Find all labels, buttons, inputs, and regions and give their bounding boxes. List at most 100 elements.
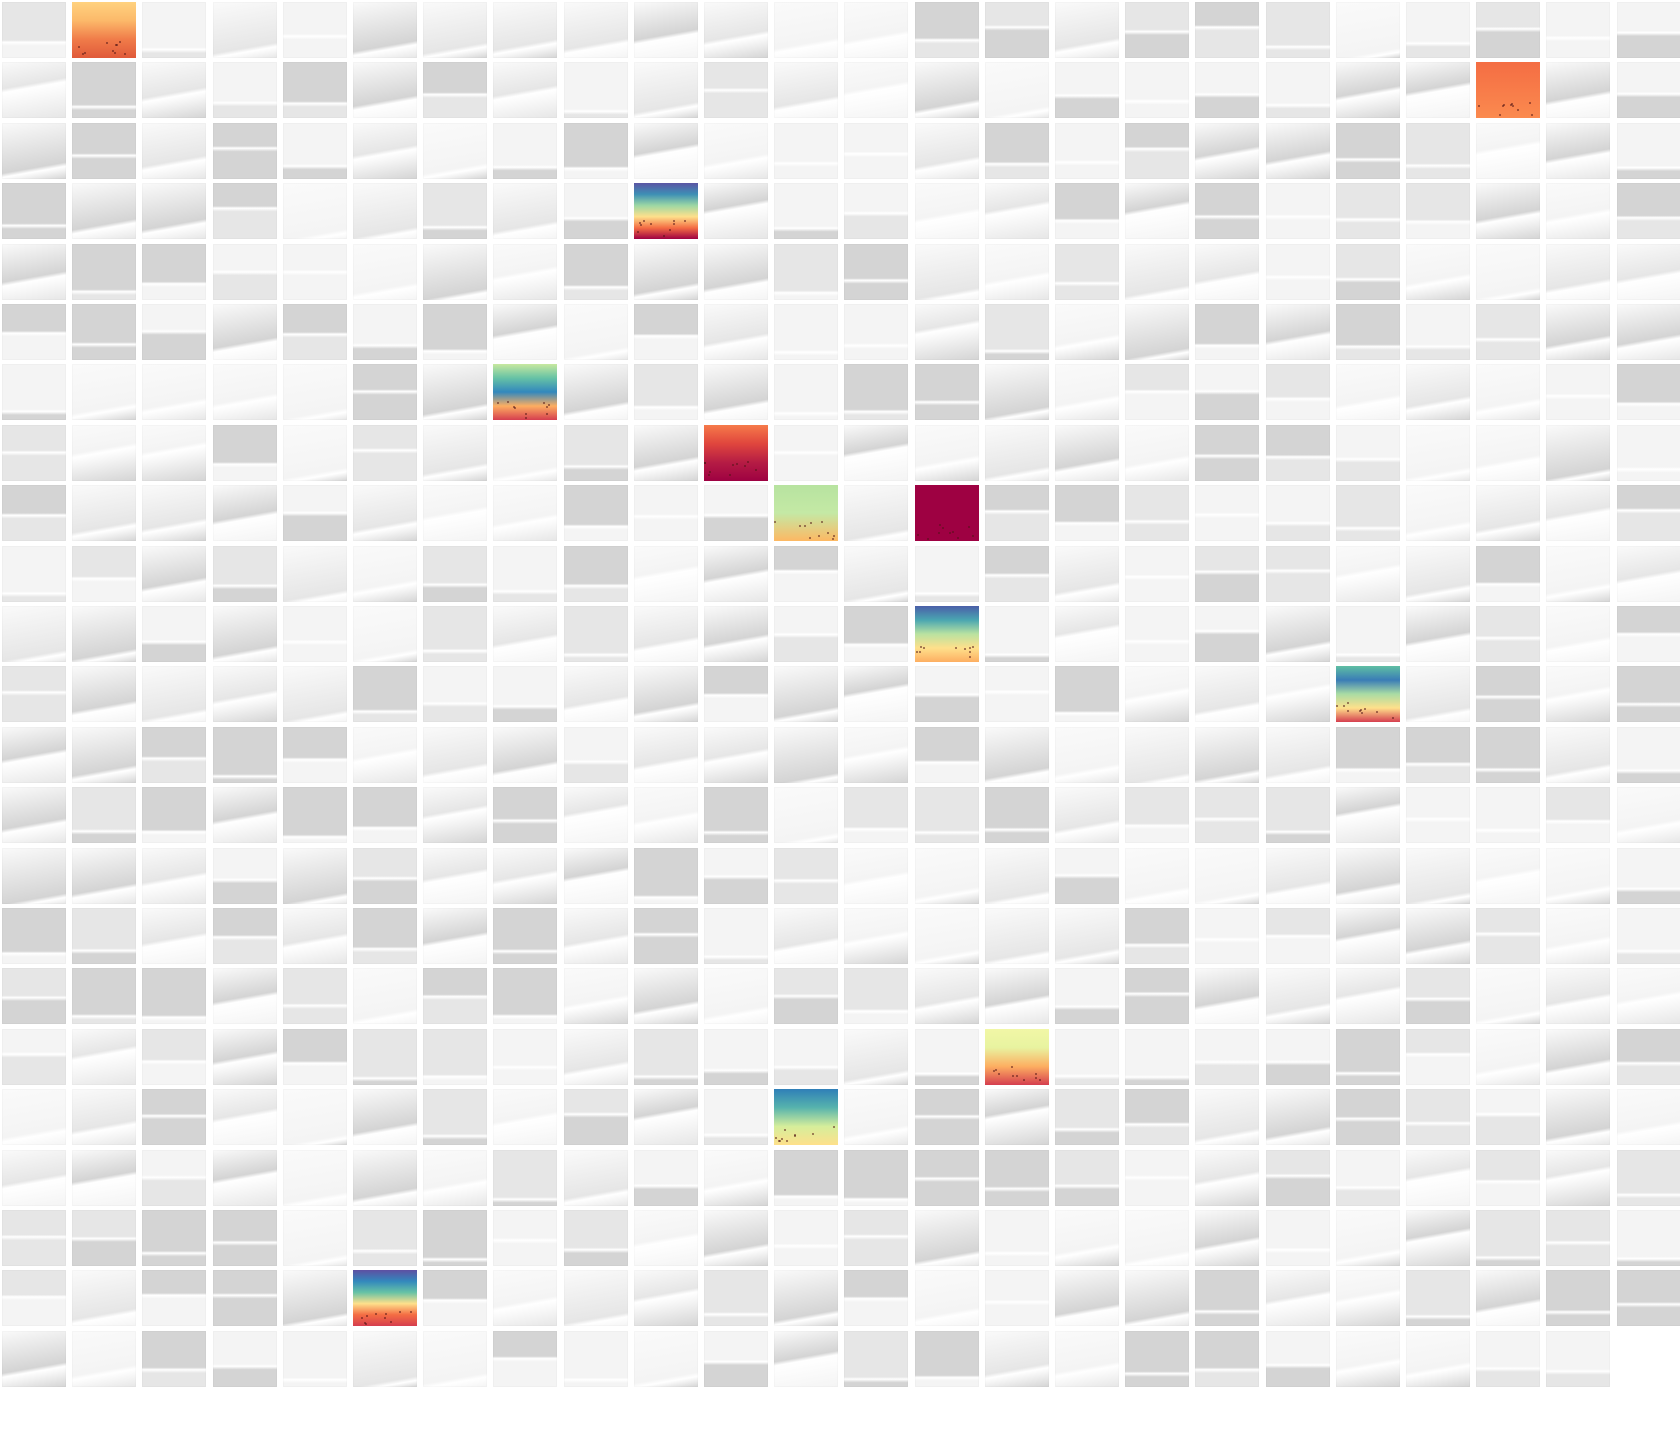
speckle — [971, 646, 974, 648]
thumbnail — [1125, 364, 1190, 421]
thumbnail — [2, 1089, 66, 1146]
thumbnail — [844, 908, 909, 964]
thumbnail — [72, 787, 137, 844]
thumbnail — [1265, 726, 1330, 783]
thumbnail — [1055, 908, 1119, 964]
thumbnail — [142, 424, 207, 481]
thumbnail — [704, 485, 768, 542]
speckle — [775, 1137, 778, 1140]
thumbnail — [493, 304, 558, 360]
thumbnail — [1335, 787, 1400, 844]
thumbnail — [142, 1089, 207, 1146]
highlighted-thumbnail — [1335, 666, 1400, 723]
thumbnail — [774, 1210, 839, 1266]
thumbnail — [1195, 1330, 1260, 1387]
thumbnail — [1476, 1330, 1541, 1387]
speckle — [937, 532, 940, 535]
thumbnail — [1055, 122, 1119, 179]
thumbnail — [493, 968, 558, 1025]
thumbnail — [1476, 1210, 1541, 1266]
thumbnail — [142, 62, 207, 119]
speckle — [779, 1140, 782, 1143]
thumbnail — [1406, 485, 1470, 542]
thumbnail — [212, 424, 277, 481]
thumbnail — [423, 1330, 488, 1387]
thumbnail — [142, 1270, 207, 1327]
thumbnail — [1406, 304, 1470, 360]
thumbnail — [984, 1089, 1049, 1146]
thumbnail — [142, 183, 207, 240]
thumbnail — [774, 1270, 839, 1327]
thumbnail — [1616, 2, 1680, 58]
thumbnail — [914, 304, 979, 360]
thumbnail — [1265, 1210, 1330, 1266]
speckle — [747, 460, 749, 463]
thumbnail — [1195, 787, 1260, 844]
thumbnail — [704, 545, 768, 602]
thumbnail — [633, 787, 698, 844]
speckle — [638, 222, 641, 225]
thumbnail — [633, 545, 698, 602]
thumbnail — [1195, 968, 1260, 1025]
thumbnail — [142, 304, 207, 360]
speckle — [1512, 105, 1515, 108]
thumbnail — [282, 304, 347, 360]
thumbnail — [1335, 304, 1400, 360]
thumbnail — [1406, 847, 1470, 904]
thumbnail — [984, 1270, 1049, 1327]
thumbnail — [72, 243, 137, 300]
thumbnail — [1616, 908, 1680, 964]
thumbnail — [633, 122, 698, 179]
speckle — [833, 1126, 836, 1129]
speckle — [926, 538, 929, 541]
thumbnail — [844, 666, 909, 723]
thumbnail — [212, 847, 277, 904]
speckle — [1335, 705, 1338, 708]
speckle — [1034, 1076, 1037, 1079]
speckle — [543, 402, 546, 405]
thumbnail — [353, 183, 417, 240]
thumbnail — [1055, 183, 1119, 240]
thumbnail — [774, 122, 839, 179]
thumbnail — [1546, 666, 1611, 723]
thumbnail — [1125, 787, 1190, 844]
thumbnail — [2, 243, 66, 300]
thumbnail — [1125, 183, 1190, 240]
thumbnail — [1265, 787, 1330, 844]
thumbnail — [282, 243, 347, 300]
thumbnail — [633, 606, 698, 662]
thumbnail — [774, 787, 839, 844]
thumbnail — [1195, 183, 1260, 240]
thumbnail — [212, 908, 277, 964]
thumbnail — [1476, 243, 1541, 300]
thumbnail — [212, 968, 277, 1025]
thumbnail — [633, 424, 698, 481]
thumbnail — [1335, 183, 1400, 240]
thumbnail — [282, 847, 347, 904]
speckle — [636, 231, 639, 234]
thumbnail — [1616, 243, 1680, 300]
thumbnail — [1195, 1270, 1260, 1327]
speckle — [938, 524, 941, 527]
thumbnail — [1476, 1270, 1541, 1327]
thumbnail — [1616, 666, 1680, 723]
speckle — [992, 1069, 995, 1072]
thumbnail — [1335, 606, 1400, 662]
thumbnail — [1055, 666, 1119, 723]
speckle — [1503, 104, 1506, 107]
thumbnail — [2, 606, 66, 662]
thumbnail — [493, 666, 558, 723]
thumbnail — [844, 424, 909, 481]
thumbnail — [493, 1330, 558, 1387]
thumbnail — [1546, 2, 1611, 58]
thumbnail — [844, 1210, 909, 1266]
thumbnail — [142, 364, 207, 421]
thumbnail — [1055, 1028, 1119, 1085]
thumbnail — [844, 1028, 909, 1085]
thumbnail — [914, 183, 979, 240]
thumbnail — [282, 726, 347, 783]
thumbnail — [142, 787, 207, 844]
thumbnail — [1546, 1149, 1611, 1206]
thumbnail — [142, 847, 207, 904]
thumbnail — [1055, 1089, 1119, 1146]
